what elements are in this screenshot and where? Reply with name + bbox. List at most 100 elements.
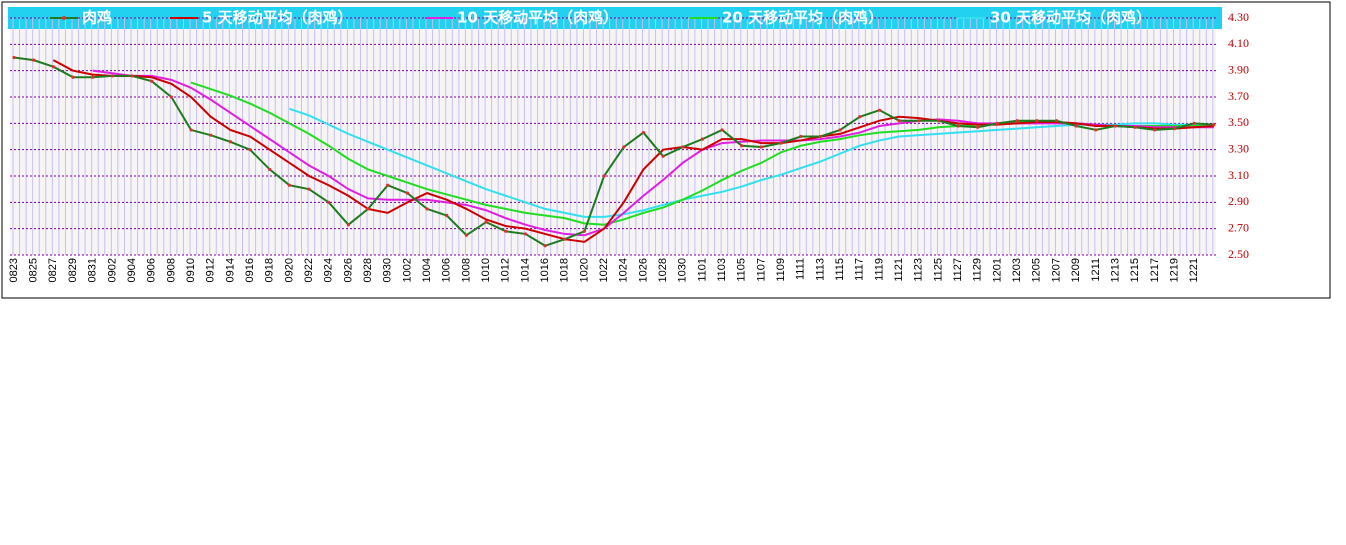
x-tick-label: 1014 (519, 258, 531, 282)
point (287, 183, 291, 187)
legend-label: 肉鸡 (82, 9, 112, 27)
x-tick-label: 0916 (244, 258, 256, 282)
point (110, 74, 114, 78)
x-tick-label: 1004 (421, 258, 433, 282)
point (838, 128, 842, 132)
y-tick-label: 3.10 (1228, 168, 1249, 182)
point (209, 133, 213, 137)
x-tick-label: 1008 (460, 258, 472, 282)
point (484, 220, 488, 224)
point (563, 237, 567, 241)
point (759, 145, 764, 149)
point (976, 125, 980, 129)
x-tick-label: 1205 (1031, 258, 1043, 282)
point (681, 145, 685, 149)
point (1153, 128, 1157, 132)
x-tick-label: 1024 (618, 258, 630, 282)
x-tick-label: 0827 (47, 258, 59, 282)
x-tick-label: 1213 (1109, 258, 1121, 282)
point (523, 232, 528, 236)
point (425, 207, 429, 211)
point (1212, 123, 1216, 127)
x-tick-label: 0906 (146, 258, 158, 282)
x-tick-label: 1127 (952, 258, 964, 282)
x-tick-label: 0910 (185, 258, 197, 282)
x-tick-label: 1016 (539, 258, 551, 282)
x-tick-label: 1119 (873, 258, 885, 281)
point (189, 128, 193, 132)
point (504, 229, 508, 233)
point (346, 223, 350, 227)
x-tick-label: 0829 (67, 258, 79, 282)
point (740, 144, 744, 148)
point (582, 229, 587, 233)
point (1172, 127, 1177, 131)
point (877, 108, 882, 112)
x-tick-label: 0914 (224, 258, 236, 282)
x-tick-label: 0904 (126, 258, 138, 282)
point (661, 154, 665, 158)
x-tick-label: 0918 (264, 258, 276, 282)
point (32, 58, 36, 62)
point (897, 119, 901, 123)
x-tick-label: 0831 (87, 258, 99, 282)
x-tick-label: 1125 (932, 258, 944, 282)
x-tick-label: 1123 (913, 258, 925, 282)
point (248, 148, 252, 152)
y-tick-label: 4.10 (1228, 36, 1249, 50)
x-tick-label: 1012 (500, 258, 512, 282)
x-tick-label: 1006 (441, 258, 453, 282)
legend-point (62, 16, 66, 20)
x-tick-label: 1018 (559, 258, 571, 282)
y-tick-label: 3.90 (1228, 62, 1249, 76)
point (543, 244, 547, 248)
x-tick-label: 0823 (8, 258, 20, 282)
y-tick-label: 2.90 (1228, 194, 1249, 208)
point (1035, 119, 1039, 123)
point (995, 121, 1000, 125)
x-tick-label: 1217 (1149, 258, 1161, 282)
x-tick-label: 0922 (303, 258, 315, 282)
x-tick-label: 1107 (755, 258, 767, 282)
point (1015, 119, 1019, 123)
point (1074, 124, 1078, 128)
point (1192, 121, 1196, 125)
point (936, 119, 941, 123)
point (327, 200, 331, 204)
point (130, 74, 134, 78)
series-line (13, 56, 1214, 247)
x-tick-label: 1103 (716, 258, 728, 282)
point (641, 130, 646, 135)
x-tick-label: 1219 (1168, 258, 1180, 282)
point (1054, 119, 1059, 123)
x-tick-label: 1113 (814, 258, 826, 281)
x-tick-label: 1022 (598, 258, 610, 282)
point (91, 75, 95, 79)
legend-label: 5 天移动平均（肉鸡） (202, 9, 353, 27)
x-tick-label: 0908 (165, 258, 177, 282)
x-tick-label: 0924 (323, 258, 335, 282)
x-tick-label: 1203 (1011, 258, 1023, 282)
point (71, 75, 75, 79)
x-tick-label: 0825 (28, 258, 40, 282)
x-tick-label: 1030 (677, 258, 689, 282)
x-tick-label: 1002 (401, 258, 413, 282)
x-tick-label: 1211 (1090, 258, 1102, 282)
legend-label: 30 天移动平均（肉鸡） (990, 9, 1151, 27)
point (622, 145, 626, 149)
x-tick-label: 1209 (1070, 258, 1082, 282)
x-tick-label: 1215 (1129, 258, 1141, 282)
point (150, 79, 154, 83)
x-tick-label: 1115 (834, 258, 846, 281)
point (917, 119, 921, 123)
x-tick-label: 0930 (382, 258, 394, 282)
x-tick-label: 0928 (362, 258, 374, 282)
point (12, 55, 16, 60)
legend-label: 10 天移动平均（肉鸡） (457, 9, 618, 27)
x-tick-label: 1117 (854, 258, 866, 281)
x-tick-label: 1101 (696, 258, 708, 282)
y-tick-label: 3.50 (1228, 115, 1249, 129)
point (169, 95, 173, 99)
